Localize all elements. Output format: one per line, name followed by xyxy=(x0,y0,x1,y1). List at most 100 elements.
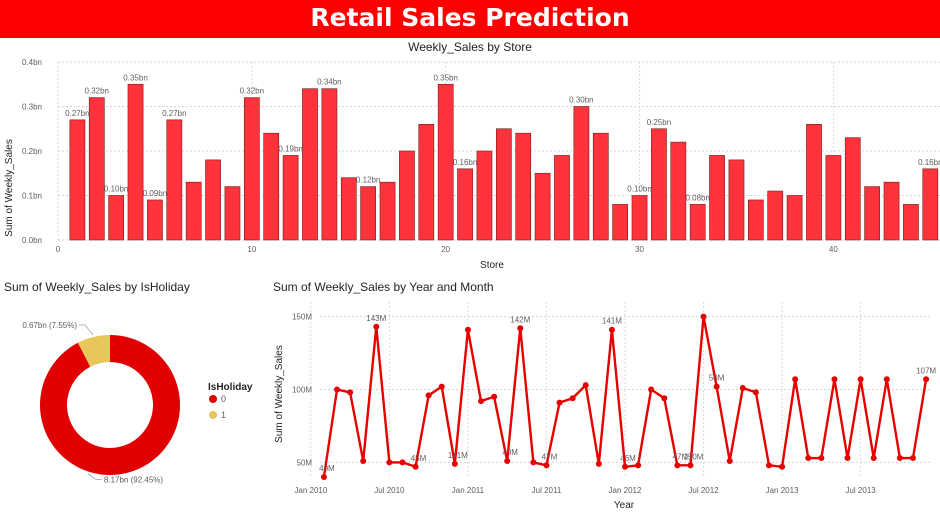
bar-store-21[interactable] xyxy=(457,168,473,241)
line-point-2010-06[interactable] xyxy=(373,323,380,330)
line-point-2011-10[interactable] xyxy=(582,382,589,389)
bar-store-25[interactable] xyxy=(534,172,551,241)
bar-store-32[interactable] xyxy=(670,141,687,241)
bar-store-29[interactable] xyxy=(612,204,629,241)
bar-store-31[interactable] xyxy=(651,128,667,241)
bar-store-17[interactable] xyxy=(379,181,396,241)
line-point-2011-08[interactable] xyxy=(556,399,563,406)
line-point-2013-09[interactable] xyxy=(883,376,890,383)
line-point-2010-08[interactable] xyxy=(399,459,406,466)
bar-store-8[interactable] xyxy=(205,159,221,241)
line-point-2010-03[interactable] xyxy=(334,386,341,393)
line-point-2013-08[interactable] xyxy=(870,455,877,462)
line-point-2012-07[interactable] xyxy=(700,313,707,320)
line-point-2013-07[interactable] xyxy=(857,376,864,383)
store-bar-chart[interactable]: Weekly_Sales by Store Sum of Weekly_Sale… xyxy=(0,38,940,270)
legend-label-0[interactable]: 0 xyxy=(221,394,226,404)
line-point-2012-04[interactable] xyxy=(661,395,668,402)
line-point-2010-12[interactable] xyxy=(451,460,458,467)
line-point-2012-03[interactable] xyxy=(648,386,655,393)
legend-label-1[interactable]: 1 xyxy=(221,410,226,420)
bar-store-3[interactable] xyxy=(108,195,125,241)
line-point-2011-12[interactable] xyxy=(608,326,615,333)
line-point-2010-02[interactable] xyxy=(320,474,327,480)
bar-store-43[interactable] xyxy=(883,181,900,241)
bar-store-26[interactable] xyxy=(554,155,570,241)
line-point-2013-01[interactable] xyxy=(779,463,786,470)
line-point-2010-07[interactable] xyxy=(386,459,393,466)
bar-store-39[interactable] xyxy=(806,124,822,241)
bar-store-34[interactable] xyxy=(709,155,725,241)
line-point-2011-09[interactable] xyxy=(569,395,576,402)
line-point-2011-11[interactable] xyxy=(595,460,602,467)
line-point-2013-10[interactable] xyxy=(896,455,903,462)
line-point-2010-11[interactable] xyxy=(438,383,445,390)
line-point-2012-02[interactable] xyxy=(635,462,642,469)
bar-store-36[interactable] xyxy=(747,199,764,241)
donut-slice-1[interactable] xyxy=(77,335,110,367)
bar-store-22[interactable] xyxy=(476,150,493,241)
line-point-2010-05[interactable] xyxy=(360,457,367,464)
line-point-2013-03[interactable] xyxy=(805,455,812,462)
line-point-2011-03[interactable] xyxy=(491,393,498,400)
line-point-2013-02[interactable] xyxy=(792,376,799,383)
bar-store-30[interactable] xyxy=(631,195,648,241)
line-point-2011-05[interactable] xyxy=(517,325,524,332)
bar-store-7[interactable] xyxy=(185,181,202,241)
bar-store-18[interactable] xyxy=(399,150,415,241)
line-point-2011-02[interactable] xyxy=(478,398,485,405)
bar-store-14[interactable] xyxy=(321,88,338,241)
bar-store-11[interactable] xyxy=(263,132,280,241)
bar-store-33[interactable] xyxy=(689,204,706,241)
line-point-2013-05[interactable] xyxy=(831,376,838,383)
bar-store-44[interactable] xyxy=(903,204,919,241)
bar-store-35[interactable] xyxy=(728,159,745,241)
bar-store-24[interactable] xyxy=(515,132,532,241)
bar-store-37[interactable] xyxy=(767,190,784,241)
bar-store-28[interactable] xyxy=(592,132,609,241)
line-point-2011-06[interactable] xyxy=(530,459,537,466)
line-point-2011-04[interactable] xyxy=(504,457,511,464)
bar-store-1[interactable] xyxy=(69,119,86,241)
bar-store-12[interactable] xyxy=(282,155,299,241)
bar-store-2[interactable] xyxy=(88,97,105,241)
line-point-2010-04[interactable] xyxy=(347,389,354,396)
bar-store-20[interactable] xyxy=(437,83,454,241)
line-point-2012-10[interactable] xyxy=(739,385,746,392)
bar-store-15[interactable] xyxy=(340,177,357,241)
bar-store-5[interactable] xyxy=(147,199,163,241)
line-x-tick-label: Jan 2013 xyxy=(766,486,799,495)
bar-store-6[interactable] xyxy=(166,119,183,241)
bar-store-45[interactable] xyxy=(922,168,939,241)
bar-store-13[interactable] xyxy=(302,88,318,241)
line-point-2012-01[interactable] xyxy=(622,463,628,470)
bar-store-42[interactable] xyxy=(864,186,881,241)
line-point-2012-08[interactable] xyxy=(713,383,720,390)
holiday-donut-chart[interactable]: Sum of Weekly_Sales by IsHoliday 8.17bn … xyxy=(0,272,270,521)
line-point-2012-05[interactable] xyxy=(674,462,681,469)
line-point-2012-09[interactable] xyxy=(726,457,733,464)
bar-store-9[interactable] xyxy=(224,186,241,241)
bar-store-19[interactable] xyxy=(418,124,435,241)
line-point-2010-10[interactable] xyxy=(425,392,432,399)
line-point-2013-11[interactable] xyxy=(909,455,916,462)
bar-store-41[interactable] xyxy=(844,137,861,241)
bar-store-38[interactable] xyxy=(786,195,803,241)
line-point-2012-11[interactable] xyxy=(752,389,759,396)
line-point-2013-12[interactable] xyxy=(923,376,930,383)
bar-store-40[interactable] xyxy=(825,155,842,241)
line-point-2011-07[interactable] xyxy=(543,462,550,469)
line-point-2012-12[interactable] xyxy=(765,462,772,469)
bar-store-4[interactable] xyxy=(127,83,144,241)
year-month-line-chart[interactable]: Sum of Weekly_Sales by Year and Month Su… xyxy=(270,272,940,521)
line-point-2013-04[interactable] xyxy=(818,455,825,462)
bar-store-10[interactable] xyxy=(243,97,260,241)
line-point-2013-06[interactable] xyxy=(844,455,851,462)
bar-store-27[interactable] xyxy=(573,106,590,241)
bar-store-23[interactable] xyxy=(495,128,512,241)
line-point-2011-01[interactable] xyxy=(464,326,471,333)
bar-store-16[interactable] xyxy=(360,186,377,241)
line-point-2012-06[interactable] xyxy=(687,462,694,469)
donut-slice-0[interactable] xyxy=(40,335,181,475)
line-point-2010-09[interactable] xyxy=(412,463,419,470)
